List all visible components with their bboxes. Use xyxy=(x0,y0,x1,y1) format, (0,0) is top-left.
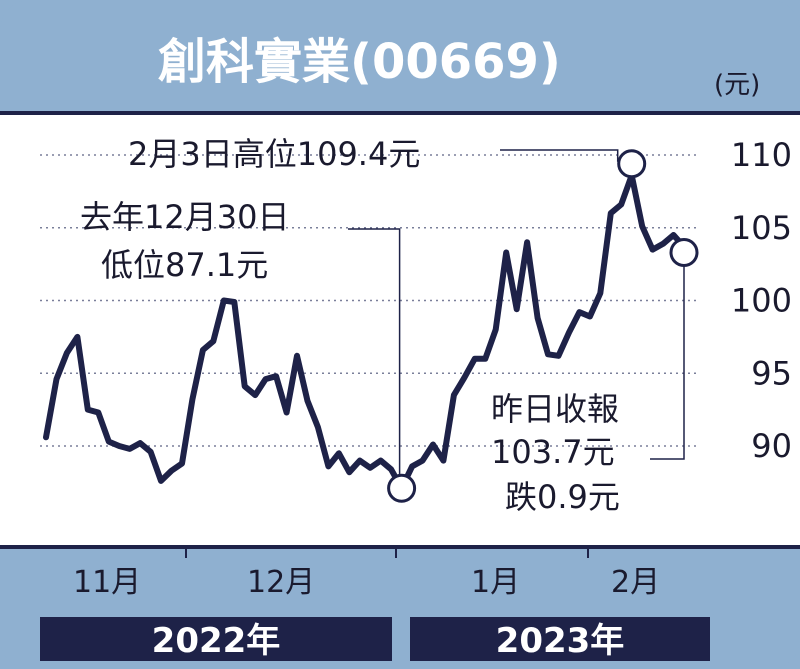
chart-title: 創科實業(00669) xyxy=(158,34,561,90)
year-label-2023: 2023年 xyxy=(496,621,625,661)
leader-close xyxy=(650,265,685,460)
annotation-low-line1: 去年12月30日 xyxy=(80,198,289,236)
month-label-dec: 12月 xyxy=(247,565,315,600)
y-tick-labels: 110 105 100 95 90 xyxy=(731,136,792,465)
annotation-close-line3: 跌0.9元 xyxy=(505,478,620,516)
y-tick-label: 100 xyxy=(731,282,792,320)
markers xyxy=(387,149,699,503)
marker-high xyxy=(617,149,647,179)
annotation-close-line2: 103.7元 xyxy=(491,433,615,471)
gridlines xyxy=(40,154,700,447)
leader-low xyxy=(348,228,401,476)
year-bar-2023 xyxy=(410,617,710,661)
price-series-line xyxy=(43,172,687,492)
annotation-high: 2月3日高位109.4元 xyxy=(128,135,420,173)
y-tick-label: 90 xyxy=(751,427,792,465)
annotation-leaders xyxy=(348,149,685,476)
y-tick-label: 105 xyxy=(731,209,792,247)
marker-low xyxy=(387,473,417,503)
month-label-jan: 1月 xyxy=(471,565,520,600)
year-bar-2022 xyxy=(40,617,392,661)
y-tick-label: 110 xyxy=(731,136,792,174)
annotation-close-line1: 昨日收報 xyxy=(491,390,619,428)
leader-high xyxy=(500,149,619,162)
month-label-feb: 2月 xyxy=(611,565,660,600)
month-label-nov: 11月 xyxy=(73,565,141,600)
y-tick-label: 95 xyxy=(751,354,792,392)
marker-close xyxy=(669,237,699,267)
unit-label: (元) xyxy=(714,70,760,100)
annotation-low-line2: 低位87.1元 xyxy=(101,246,268,284)
year-label-2022: 2022年 xyxy=(152,621,281,661)
